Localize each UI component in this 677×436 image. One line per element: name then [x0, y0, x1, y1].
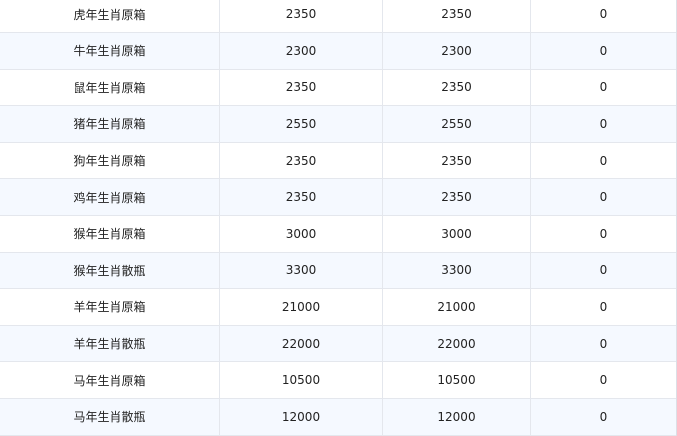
table-row[interactable]: 猴年生肖原箱 3000 3000 0 — [0, 215, 676, 253]
value-cell-b: 2300 — [383, 33, 531, 69]
value-cell-b: 21000 — [383, 289, 531, 325]
product-name-cell: 鼠年生肖原箱 — [0, 69, 220, 106]
difference-cell: 0 — [599, 190, 608, 205]
value-cell-a: 2300 — [220, 33, 383, 69]
value-cell-a: 21000 — [220, 289, 383, 325]
value-cell-a: 3300 — [220, 252, 383, 289]
value-cell-a: 10500 — [220, 362, 383, 398]
table-row[interactable]: 马年生肖原箱 10500 10500 0 — [0, 362, 676, 399]
table-row[interactable]: 羊年生肖散瓶 22000 22000 0 — [0, 325, 676, 363]
value-cell-a: 12000 — [220, 398, 383, 435]
table-row[interactable]: 鼠年生肖原箱 2350 2350 0 — [0, 69, 676, 107]
table-row[interactable]: 狗年生肖原箱 2350 2350 0 — [0, 142, 676, 180]
difference-cell: 0 — [599, 263, 608, 278]
value-cell-b: 2350 — [383, 142, 531, 179]
table-row[interactable]: 牛年生肖原箱 2300 2300 0 — [0, 33, 676, 70]
difference-cell: 0 — [599, 299, 608, 314]
difference-cell: 0 — [599, 336, 608, 351]
product-name-cell: 马年生肖原箱 — [0, 362, 220, 398]
difference-cell: 0 — [599, 7, 608, 22]
product-name-cell: 猪年生肖原箱 — [0, 106, 220, 142]
difference-cell: 0 — [599, 116, 608, 131]
value-cell-a: 2350 — [220, 179, 383, 215]
value-cell-b: 22000 — [383, 325, 531, 362]
product-name-cell: 虎年生肖原箱 — [0, 0, 220, 32]
difference-cell: 0 — [599, 226, 608, 241]
table-row[interactable]: 马年生肖散瓶 12000 12000 0 — [0, 398, 676, 436]
value-cell-a: 2350 — [220, 69, 383, 106]
table-row[interactable]: 鸡年生肖原箱 2350 2350 0 — [0, 179, 676, 216]
product-name-cell: 牛年生肖原箱 — [0, 33, 220, 69]
value-cell-b: 2350 — [383, 69, 531, 106]
value-cell-a: 22000 — [220, 325, 383, 362]
product-name-cell: 猴年生肖散瓶 — [0, 252, 220, 289]
table-row[interactable]: 虎年生肖原箱 2350 2350 0 — [0, 0, 676, 33]
difference-cell: 0 — [599, 409, 608, 424]
product-name-cell: 鸡年生肖原箱 — [0, 179, 220, 215]
value-cell-b: 2350 — [383, 179, 531, 215]
product-name-cell: 马年生肖散瓶 — [0, 398, 220, 435]
value-cell-b: 12000 — [383, 398, 531, 435]
value-cell-a: 2350 — [220, 142, 383, 179]
value-cell-b: 2550 — [383, 106, 531, 142]
product-name-cell: 狗年生肖原箱 — [0, 142, 220, 179]
table-row[interactable]: 猪年生肖原箱 2550 2550 0 — [0, 106, 676, 143]
value-cell-a: 2550 — [220, 106, 383, 142]
difference-cell: 0 — [599, 80, 608, 95]
value-cell-a: 3000 — [220, 215, 383, 252]
product-name-cell: 羊年生肖原箱 — [0, 289, 220, 325]
value-cell-a: 2350 — [220, 0, 383, 32]
product-name-cell: 羊年生肖散瓶 — [0, 325, 220, 362]
product-name-cell: 猴年生肖原箱 — [0, 215, 220, 252]
difference-cell: 0 — [599, 373, 608, 388]
table-row[interactable]: 羊年生肖原箱 21000 21000 0 — [0, 289, 676, 326]
value-cell-b: 3000 — [383, 215, 531, 252]
table-row[interactable]: 猴年生肖散瓶 3300 3300 0 — [0, 252, 676, 290]
value-cell-b: 2350 — [383, 0, 531, 32]
value-cell-b: 10500 — [383, 362, 531, 398]
value-cell-b: 3300 — [383, 252, 531, 289]
difference-cell: 0 — [599, 153, 608, 168]
difference-cell: 0 — [599, 43, 608, 58]
